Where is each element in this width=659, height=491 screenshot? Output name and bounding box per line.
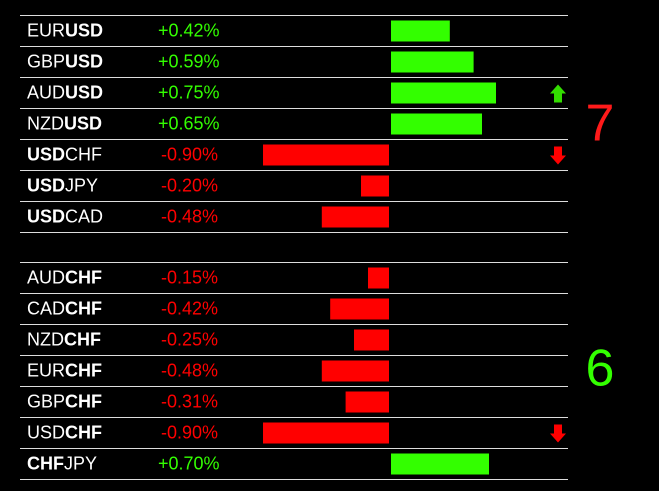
- change-label: +0.65%: [158, 113, 220, 133]
- currency: CAD: [65, 206, 103, 226]
- pair-label: USDCHF: [27, 422, 102, 442]
- arrow-down: [550, 424, 566, 443]
- currency: AUD: [27, 82, 65, 102]
- currency: GBP: [27, 51, 65, 71]
- pair-label: AUDCHF: [27, 267, 102, 287]
- pair-label: CHFJPY: [27, 453, 97, 473]
- change-bar: [263, 422, 389, 444]
- change-bar: [368, 267, 389, 289]
- currency: USD: [65, 20, 103, 40]
- currency: JPY: [64, 453, 97, 473]
- change-label: +0.70%: [158, 453, 220, 473]
- change-bar: [330, 298, 389, 320]
- currency: NZD: [27, 113, 64, 133]
- arrow-up: [550, 84, 566, 103]
- currency: GBP: [27, 391, 65, 411]
- currency: USD: [64, 113, 102, 133]
- pair-label: CADCHF: [27, 298, 102, 318]
- pair-label: USDCHF: [27, 144, 102, 164]
- change-label: +0.75%: [158, 82, 220, 102]
- currency: USD: [27, 144, 65, 164]
- change-label: -0.25%: [161, 329, 218, 349]
- currency: EUR: [27, 360, 65, 380]
- change-bar: [391, 82, 496, 104]
- change-bar: [354, 329, 389, 351]
- currency: JPY: [65, 175, 98, 195]
- change-label: +0.59%: [158, 51, 220, 71]
- change-label: -0.90%: [161, 422, 218, 442]
- pair-label: EURUSD: [27, 20, 103, 40]
- change-label: -0.48%: [161, 206, 218, 226]
- change-bar: [263, 144, 389, 166]
- pair-label: EURCHF: [27, 360, 102, 380]
- currency: CAD: [27, 298, 65, 318]
- currency: CHF: [65, 267, 102, 287]
- change-label: -0.31%: [161, 391, 218, 411]
- currency: CHF: [64, 329, 101, 349]
- currency: USD: [27, 175, 65, 195]
- change-bar: [321, 360, 389, 382]
- currency: USD: [65, 51, 103, 71]
- change-bar: [345, 391, 389, 413]
- change-label: -0.42%: [161, 298, 218, 318]
- change-label: -0.15%: [161, 267, 218, 287]
- pair-label: USDJPY: [27, 175, 98, 195]
- pair-label: NZDUSD: [27, 113, 102, 133]
- currency: AUD: [27, 267, 65, 287]
- currency: EUR: [27, 20, 65, 40]
- group-score: 7: [586, 95, 615, 153]
- currency: NZD: [27, 329, 64, 349]
- change-bar: [391, 20, 450, 42]
- arrow-down: [550, 146, 566, 165]
- change-label: -0.20%: [161, 175, 218, 195]
- group-score: 6: [586, 340, 615, 398]
- change-bar: [361, 175, 389, 197]
- change-bar: [321, 206, 389, 228]
- change-bar: [391, 113, 482, 135]
- pair-label: NZDCHF: [27, 329, 101, 349]
- pair-label: AUDUSD: [27, 82, 103, 102]
- change-bar: [391, 453, 489, 475]
- currency: CHF: [65, 298, 102, 318]
- currency: CHF: [27, 453, 64, 473]
- change-label: -0.48%: [161, 360, 218, 380]
- currency: USD: [27, 206, 65, 226]
- change-label: -0.90%: [161, 144, 218, 164]
- currency: CHF: [65, 391, 102, 411]
- pair-label: USDCAD: [27, 206, 103, 226]
- currency: CHF: [65, 422, 102, 442]
- change-label: +0.42%: [158, 20, 220, 40]
- currency: USD: [27, 422, 65, 442]
- pair-label: GBPUSD: [27, 51, 103, 71]
- change-bar: [391, 51, 474, 73]
- pair-label: GBPCHF: [27, 391, 102, 411]
- currency: CHF: [65, 360, 102, 380]
- currency: USD: [65, 82, 103, 102]
- currency: CHF: [65, 144, 102, 164]
